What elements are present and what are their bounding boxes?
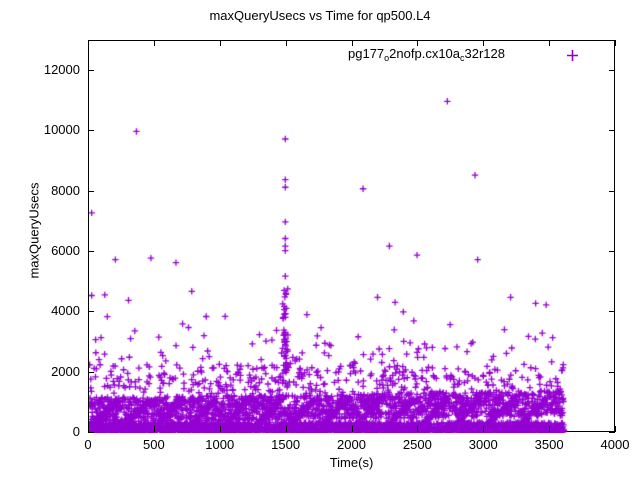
chart-title: maxQueryUsecs vs Time for qp500.L4 <box>209 8 431 23</box>
y-tick-mark <box>88 130 94 132</box>
x-axis-label: Time(s) <box>329 455 374 470</box>
y-tick-mark <box>88 432 94 433</box>
y-tick-mark-right <box>609 311 615 313</box>
x-tick-mark <box>285 426 287 432</box>
x-tick-mark <box>88 426 89 432</box>
y-tick-mark-right <box>609 190 615 192</box>
y-tick-mark-right <box>609 70 615 72</box>
x-tick-mark <box>219 426 221 432</box>
y-tick-label: 2000 <box>51 363 80 379</box>
y-tick-label: 8000 <box>51 182 80 198</box>
x-tick-label: 2000 <box>337 437 366 452</box>
plot-area <box>88 40 616 433</box>
y-tick-mark <box>88 371 94 373</box>
x-tick-mark <box>417 426 419 432</box>
x-tick-mark-top <box>153 40 155 46</box>
y-tick-mark-right <box>609 251 615 253</box>
x-tick-mark-top <box>351 40 353 46</box>
x-tick-label: 1500 <box>271 437 301 452</box>
x-tick-label: 4000 <box>600 437 630 452</box>
x-tick-mark <box>483 426 485 432</box>
y-tick-mark-right <box>609 371 615 373</box>
legend-marker-icon <box>567 50 578 61</box>
x-tick-mark-top <box>615 40 616 46</box>
y-tick-label: 10000 <box>43 122 80 138</box>
x-tick-label: 3000 <box>468 437 498 452</box>
x-tick-mark-top <box>417 40 419 46</box>
legend: pg177o2nofp.cx10ac32r128 <box>348 46 505 66</box>
x-tick-mark-top <box>549 40 551 46</box>
x-tick-mark-top <box>88 40 89 46</box>
y-axis-label: maxQueryUsecs <box>26 182 42 279</box>
x-tick-label: 0 <box>84 437 92 452</box>
y-tick-mark <box>88 311 94 313</box>
y-tick-label: 6000 <box>51 243 80 259</box>
x-tick-mark <box>153 426 155 432</box>
y-tick-mark <box>88 70 94 72</box>
legend-entry-label: pg177o2nofp.cx10ac32r128 <box>348 46 505 63</box>
x-tick-mark-top <box>285 40 287 46</box>
y-tick-mark <box>88 251 94 253</box>
y-tick-mark-right <box>609 432 615 433</box>
y-tick-label: 12000 <box>43 62 80 78</box>
x-tick-label: 1000 <box>205 437 235 452</box>
y-tick-mark <box>88 190 94 192</box>
x-tick-label: 500 <box>143 437 165 452</box>
y-tick-label: 4000 <box>51 303 80 319</box>
x-tick-mark-top <box>483 40 485 46</box>
x-tick-label: 3500 <box>534 437 564 452</box>
scatter-plot-canvas <box>89 41 616 433</box>
x-tick-mark <box>549 426 551 432</box>
x-tick-label: 2500 <box>402 437 432 452</box>
x-tick-mark <box>351 426 353 432</box>
x-tick-mark <box>615 426 616 432</box>
y-tick-label: 0 <box>72 424 80 439</box>
x-tick-mark-top <box>219 40 221 46</box>
y-tick-mark-right <box>609 130 615 132</box>
